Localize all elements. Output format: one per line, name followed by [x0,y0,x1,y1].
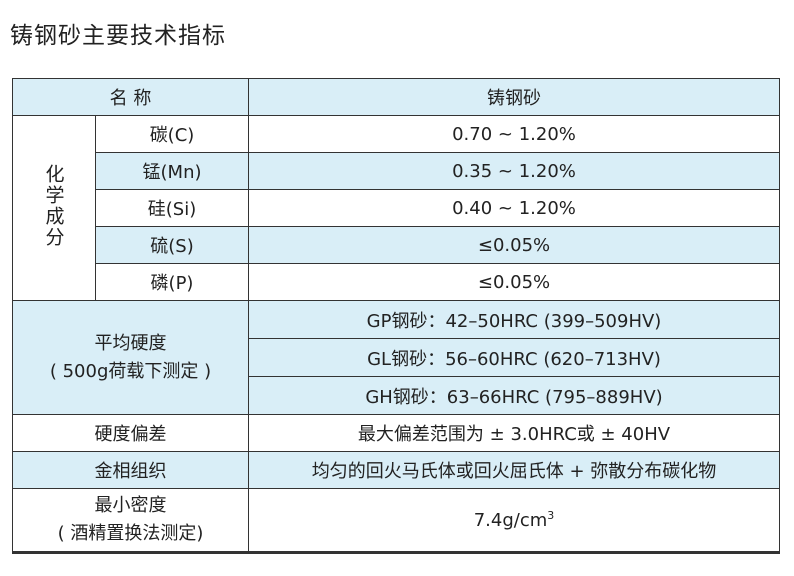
table-row: 磷(P) ≤0.05% [13,263,780,301]
density-label: 最小密度 ( 酒精置换法测定) [11,488,250,554]
table-row: 硬度偏差 最大偏差范围为 ± 3.0HRC或 ± 40HV [11,414,780,452]
element-name: 磷(P) [94,263,250,301]
element-name: 硫(S) [94,226,250,264]
table-row: 锰(Mn) 0.35 ~ 1.20% [12,152,780,190]
density-label-line2: ( 酒精置换法测定) [57,523,204,544]
hardness-label: 平均硬度 ( 500g荷载下测定 ) [11,300,250,415]
density-value: 7.4g/cm3 [248,488,780,554]
hardness-label-line2: ( 500g荷载下测定 ) [49,360,212,382]
density-superscript: 3 [547,509,555,522]
density-number: 7.4g/cm [473,510,548,531]
element-value: ≤0.05% [248,263,780,301]
hardness-value: GL钢砂：56–60HRC (620–713HV) [248,338,780,377]
table-row: 硫(S) ≤0.05% [12,226,780,264]
deviation-value: 最大偏差范围为 ± 3.0HRC或 ± 40HV [248,414,780,452]
header-name: 名 称 [11,78,250,116]
page-title: 铸钢砂主要技术指标 [10,23,226,49]
hardness-label-line1: 平均硬度 [94,332,167,354]
table-row: 金相组织 均匀的回火马氏体或回火屈氏体 + 弥散分布碳化物 [11,451,780,489]
table-row: 化学成分 碳(C) 0.70 ~ 1.20% [12,115,780,301]
table-row: 平均硬度 ( 500g荷载下测定 ) GP钢砂：42–50HRC (399–50… [11,300,780,415]
hardness-value: GP钢砂：42–50HRC (399–509HV) [248,300,780,339]
table-row: 硅(Si) 0.40 ~ 1.20% [13,189,780,227]
spec-table: 名 称 铸钢砂 化学成分 碳(C) 0.70 ~ 1.20% 锰(Mn) 0.3… [11,78,780,554]
element-name: 硅(Si) [94,189,250,227]
metallography-label: 金相组织 [11,451,250,489]
element-value: 0.35 ~ 1.20% [248,152,780,190]
header-value: 铸钢砂 [248,78,780,116]
table-header-row: 名 称 铸钢砂 [11,78,780,116]
chemical-label: 化学成分 [42,163,65,248]
density-label-line1: 最小密度 [94,495,167,516]
element-name: 锰(Mn) [94,152,250,190]
hardness-value: GH钢砂：63–66HRC (795–889HV) [248,376,780,415]
table-row: 最小密度 ( 酒精置换法测定) 7.4g/cm3 [11,488,780,554]
element-name: 碳(C) [94,115,250,153]
element-value: 0.40 ~ 1.20% [248,189,780,227]
deviation-label: 硬度偏差 [11,414,250,452]
element-value: 0.70 ~ 1.20% [248,115,780,153]
element-value: ≤0.05% [248,226,780,264]
metallography-value: 均匀的回火马氏体或回火屈氏体 + 弥散分布碳化物 [248,451,780,489]
chemical-label-cell: 化学成分 [12,115,96,301]
